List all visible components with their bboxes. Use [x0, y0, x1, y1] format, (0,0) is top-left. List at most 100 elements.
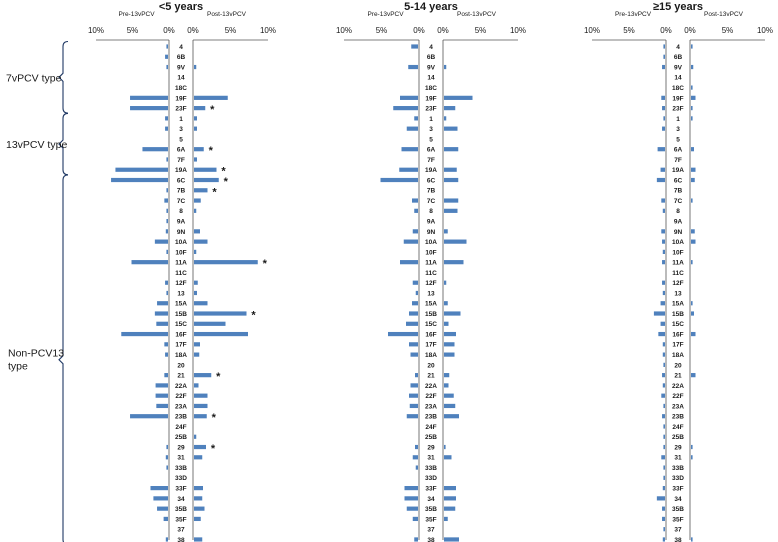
- pre-13vpcv-bar: [415, 465, 418, 470]
- serotype-label: 9N: [177, 229, 186, 236]
- serotype-label: 7F: [674, 157, 682, 164]
- serotype-label: 4: [676, 44, 680, 51]
- serotype-label: 7C: [427, 198, 436, 205]
- serotype-label: 17F: [175, 342, 186, 349]
- serotype-label: 19F: [425, 95, 436, 102]
- post-13vpcv-bar: [194, 157, 197, 162]
- pre-13vpcv-bar: [663, 54, 665, 59]
- tick-label-left: 0%: [660, 26, 672, 35]
- serotype-label: 7F: [177, 157, 185, 164]
- post-13vpcv-bar: [194, 311, 247, 316]
- post-13vpcv-bar: [691, 85, 693, 90]
- pre-13vpcv-header: Pre-13vPCV: [118, 11, 155, 18]
- pre-13vpcv-bar: [406, 321, 418, 326]
- post-13vpcv-bar: [691, 106, 693, 111]
- serotype-label: 7C: [177, 198, 186, 205]
- serotype-label: 11A: [175, 260, 187, 267]
- serotype-label: 18C: [425, 85, 437, 92]
- serotype-label: 9V: [177, 64, 186, 71]
- group-brace: [58, 40, 69, 114]
- serotype-label: 6B: [674, 54, 683, 61]
- pre-13vpcv-bar: [662, 537, 665, 542]
- post-13vpcv-bar: [194, 393, 208, 398]
- pre-13vpcv-bar: [408, 64, 418, 70]
- serotype-label: 9A: [177, 218, 186, 225]
- pre-13vpcv-bar: [166, 64, 168, 70]
- serotype-label: 18A: [175, 352, 187, 359]
- serotype-label: 9V: [674, 64, 683, 71]
- serotype-label: 11C: [672, 270, 684, 277]
- pre-13vpcv-bar: [154, 311, 168, 316]
- post-13vpcv-bar: [194, 373, 212, 378]
- serotype-label: 7B: [427, 188, 436, 195]
- serotype-label: 7B: [674, 188, 683, 195]
- serotype-label: 19F: [175, 95, 186, 102]
- serotype-label: 34: [177, 496, 185, 503]
- post-13vpcv-bar: [691, 95, 696, 100]
- pre-13vpcv-bar: [411, 44, 418, 49]
- post-13vpcv-bar: [444, 229, 448, 234]
- serotype-label: 15B: [425, 311, 437, 318]
- post-13vpcv-bar: [691, 331, 696, 337]
- post-13vpcv-bar: [444, 342, 455, 347]
- serotype-label: 23A: [425, 403, 437, 410]
- tick-label-left: 5%: [623, 26, 635, 35]
- post-13vpcv-bar: [444, 352, 455, 357]
- post-13vpcv-bar: [444, 393, 454, 398]
- significance-asterisk: *: [210, 104, 215, 116]
- serotype-label: 15C: [672, 321, 684, 328]
- post-13vpcv-bar: [444, 106, 456, 111]
- serotype-label: 6A: [674, 147, 683, 154]
- pre-13vpcv-bar: [393, 106, 418, 111]
- serotype-label: 18A: [425, 352, 437, 359]
- post-13vpcv-bar: [194, 106, 206, 111]
- serotype-label: 33F: [425, 486, 436, 493]
- group-label: 13vPCV type: [6, 139, 67, 151]
- pre-13vpcv-bar: [662, 486, 665, 491]
- significance-asterisk: *: [224, 176, 229, 188]
- post-13vpcv-bar: [194, 444, 206, 450]
- serotype-label: 3: [179, 126, 183, 133]
- serotype-label: 38: [177, 537, 185, 542]
- tick-label-left: 10%: [584, 26, 600, 35]
- pre-13vpcv-bar: [121, 331, 168, 337]
- group-label: 7vPCV type: [6, 72, 62, 84]
- serotype-label: 15A: [175, 301, 187, 308]
- post-13vpcv-bar: [444, 64, 447, 70]
- serotype-label: 35F: [175, 516, 186, 523]
- pre-13vpcv-bar: [157, 506, 168, 511]
- pre-13vpcv-bar: [131, 260, 168, 265]
- pre-13vpcv-bar: [662, 373, 665, 378]
- pre-13vpcv-bar: [663, 424, 665, 429]
- pre-13vpcv-bar: [660, 321, 665, 326]
- tick-label-right: 0%: [437, 26, 449, 35]
- tick-label-left: 10%: [336, 26, 352, 35]
- significance-asterisk: *: [251, 310, 256, 322]
- serotype-label: 16F: [425, 331, 436, 338]
- pre-13vpcv-bar: [412, 280, 418, 285]
- post-13vpcv-bar: [194, 301, 208, 306]
- post-13vpcv-bar: [194, 455, 203, 460]
- panel-title: ≥15 years: [653, 1, 703, 13]
- serotype-label: 35B: [425, 506, 437, 513]
- tick-label-left: 0%: [413, 26, 425, 35]
- serotype-label: 23B: [425, 414, 437, 421]
- pre-13vpcv-bar: [154, 239, 168, 244]
- serotype-label: 12F: [425, 280, 436, 287]
- pre-13vpcv-bar: [166, 465, 168, 470]
- serotype-label: 23B: [672, 414, 684, 421]
- serotype-label: 21: [177, 373, 185, 380]
- serotype-label: 14: [427, 75, 435, 82]
- serotype-label: 21: [427, 373, 435, 380]
- pre-13vpcv-bar: [409, 311, 418, 316]
- pre-13vpcv-bar: [414, 116, 418, 121]
- pre-13vpcv-bar: [662, 342, 665, 347]
- serotype-label: 16F: [672, 331, 683, 338]
- group-brace: [58, 112, 69, 176]
- pre-13vpcv-bar: [661, 95, 665, 100]
- pre-13vpcv-bar: [157, 301, 168, 306]
- post-13vpcv-bar: [444, 383, 449, 388]
- pre-13vpcv-bar: [662, 106, 665, 111]
- serotype-label: 23B: [175, 414, 187, 421]
